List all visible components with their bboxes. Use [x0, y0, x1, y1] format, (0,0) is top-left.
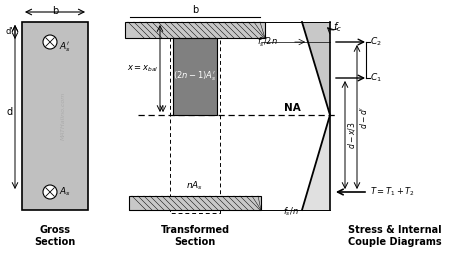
Text: Stress & Internal
Couple Diagrams: Stress & Internal Couple Diagrams [348, 225, 442, 247]
Text: $C_1$: $C_1$ [370, 72, 382, 84]
Text: Transformed
Section: Transformed Section [161, 225, 230, 247]
Text: b: b [192, 5, 198, 15]
Polygon shape [125, 22, 265, 38]
Text: $d - x/3$: $d - x/3$ [346, 121, 357, 149]
Text: $f_c$: $f_c$ [333, 20, 342, 34]
Polygon shape [129, 196, 261, 210]
Text: Gross
Section: Gross Section [34, 225, 76, 247]
Text: d': d' [5, 27, 13, 37]
Text: $d - d'$: $d - d'$ [358, 105, 369, 128]
Polygon shape [173, 38, 217, 115]
Text: $x = x_{bal}$: $x = x_{bal}$ [127, 63, 158, 74]
Text: b: b [52, 6, 58, 16]
Text: $T = T_1 + T_2$: $T = T_1 + T_2$ [370, 186, 415, 198]
Text: NA: NA [284, 103, 300, 113]
Text: MATHalino.com: MATHalino.com [60, 92, 66, 140]
Text: $A_s'$: $A_s'$ [59, 40, 71, 54]
Text: $f_s'/2n$: $f_s'/2n$ [257, 35, 278, 49]
Text: $f_s/n$: $f_s/n$ [283, 206, 299, 218]
Polygon shape [302, 22, 330, 115]
Text: $A_s$: $A_s$ [59, 186, 71, 198]
Text: $nA_s$: $nA_s$ [186, 179, 204, 192]
Circle shape [43, 185, 57, 199]
Polygon shape [22, 22, 88, 210]
Text: $(2n-1)A_s'$: $(2n-1)A_s'$ [173, 70, 217, 83]
Text: d: d [7, 107, 13, 117]
Polygon shape [302, 115, 330, 210]
Text: $C_2$: $C_2$ [370, 36, 382, 48]
Circle shape [43, 35, 57, 49]
